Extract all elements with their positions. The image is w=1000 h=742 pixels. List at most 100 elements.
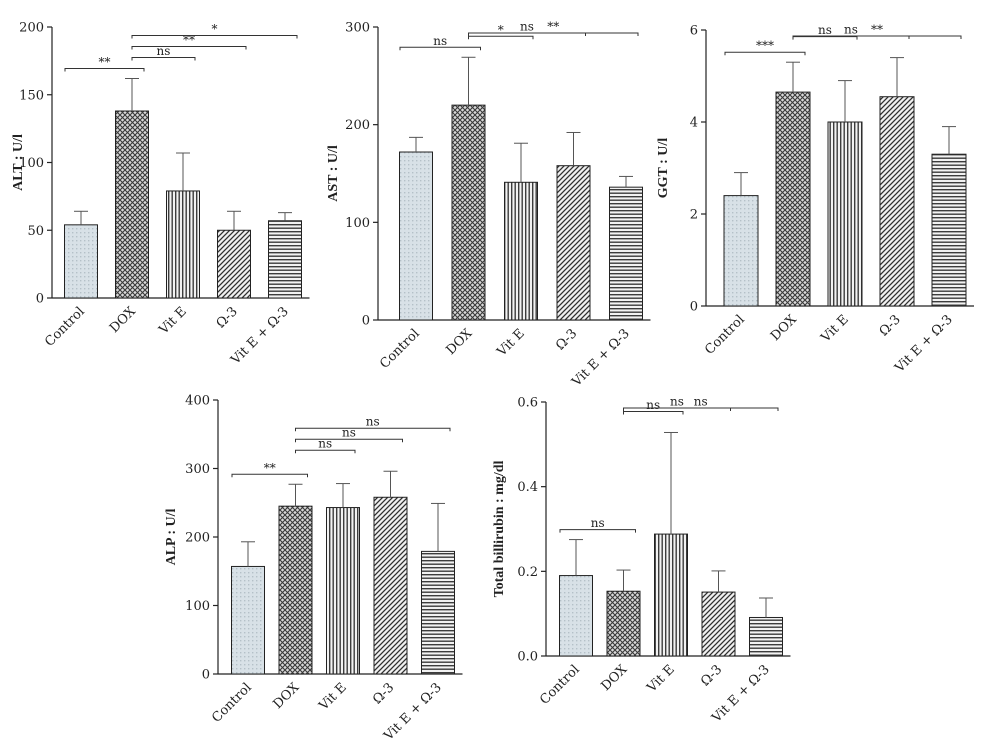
y-axis-title: ALP : U/l [164, 509, 179, 566]
bar-3 [326, 507, 360, 675]
y-tick-label: 100 [19, 156, 44, 171]
y-axis-title: Total billirubin : mg/dl [492, 460, 507, 597]
category-label: Ω-3 [553, 326, 580, 353]
category-label: Control [377, 326, 423, 372]
y-tick-label: 300 [345, 21, 370, 36]
y-tick-label: 0.0 [517, 650, 538, 665]
y-tick-label: 0.6 [517, 396, 538, 411]
significance-bracket [64, 67, 145, 72]
significance-bracket [131, 56, 196, 61]
y-axis-title: ALT : U/l [11, 134, 26, 191]
significance-label: ns [670, 395, 684, 409]
bar-2 [775, 91, 811, 307]
category-label: Control [42, 304, 88, 350]
category-label: Vit E [156, 304, 190, 338]
bar-4 [556, 165, 591, 321]
category-label: Vit E [494, 326, 528, 360]
bar-5 [609, 186, 643, 321]
significance-bracket [623, 407, 779, 411]
significance-label: ns [818, 23, 832, 37]
bar-1 [399, 151, 433, 321]
significance-bracket [724, 51, 806, 56]
y-tick-label: 0 [36, 292, 44, 307]
y-tick-label: 0.4 [517, 480, 538, 495]
y-tick-label: 200 [345, 118, 370, 133]
significance-bracket [559, 529, 636, 533]
category-label: Control [209, 680, 255, 726]
y-axis-title: AST : U/l [326, 145, 341, 202]
y-tick-label: 0 [362, 314, 370, 329]
category-label: Ω-3 [698, 662, 725, 689]
significance-label: ** [99, 55, 111, 69]
category-label: Ω-3 [877, 312, 904, 339]
bar-2 [606, 590, 641, 657]
bar-5 [931, 153, 967, 307]
significance-bracket [792, 35, 962, 39]
y-tick-label: 200 [19, 21, 44, 36]
bar-1 [231, 565, 265, 675]
bar-5 [268, 220, 302, 299]
bar-5 [421, 550, 455, 675]
significance-label: ** [264, 461, 276, 475]
significance-bracket [399, 46, 481, 51]
y-tick-label: 6 [690, 24, 698, 39]
significance-bracket [468, 35, 534, 40]
chart-panel-5: 0.0 0.2 0.4 0.6 Total billirubin : mg/dl Cont… [492, 395, 791, 726]
bar-5 [749, 616, 783, 657]
significance-label: ** [871, 23, 883, 37]
category-label: Vit E [644, 662, 678, 696]
significance-bracket [295, 427, 451, 432]
bar-3 [166, 190, 200, 299]
bar-4 [373, 496, 408, 675]
y-tick-label: 400 [185, 394, 210, 409]
bar-3 [504, 181, 538, 321]
significance-label: ns [433, 34, 447, 48]
bar-2 [451, 104, 486, 321]
category-label: DOX [443, 326, 475, 358]
bar-4 [879, 96, 915, 307]
significance-label: ** [183, 33, 195, 47]
significance-label: ns [694, 395, 708, 409]
bar-2 [115, 110, 149, 299]
chart-panel-4: 0 100 200 300 400 ALP : U/l Control DOX Vit E Ω-3… [164, 394, 463, 742]
significance-label: ns [342, 426, 356, 440]
category-label: Vit E [818, 312, 852, 346]
significance-label: ns [844, 23, 858, 37]
category-label: Control [702, 312, 748, 358]
significance-bracket [231, 473, 308, 478]
y-tick-label: 0 [202, 668, 210, 683]
significance-bracket [468, 32, 639, 36]
y-tick-label: 4 [690, 116, 698, 131]
significance-bracket [295, 449, 356, 454]
category-label: Control [537, 662, 583, 708]
significance-bracket [623, 410, 684, 415]
significance-bracket [131, 45, 247, 50]
category-label: DOX [270, 680, 302, 712]
y-tick-label: 50 [27, 224, 44, 239]
significance-label: * [498, 23, 504, 37]
significance-bracket [131, 34, 298, 39]
y-axis-title: GGT : U/l [656, 138, 671, 199]
y-tick-label: 2 [690, 208, 698, 223]
significance-label: ** [547, 20, 559, 34]
y-tick-label: 0.2 [517, 565, 538, 580]
bar-3 [827, 121, 863, 307]
y-tick-label: 200 [185, 531, 210, 546]
y-tick-label: 100 [185, 599, 210, 614]
significance-label: *** [756, 39, 774, 53]
significance-label: ns [591, 516, 605, 530]
bar-1 [64, 224, 98, 299]
y-tick-label: 300 [185, 462, 210, 477]
significance-label: ns [157, 44, 171, 58]
bar-4 [217, 229, 251, 299]
bar-4 [701, 591, 736, 657]
category-label: Vit E [316, 680, 350, 714]
significance-label: ns [646, 398, 660, 412]
y-tick-label: 150 [19, 88, 44, 103]
bar-1 [723, 195, 759, 307]
